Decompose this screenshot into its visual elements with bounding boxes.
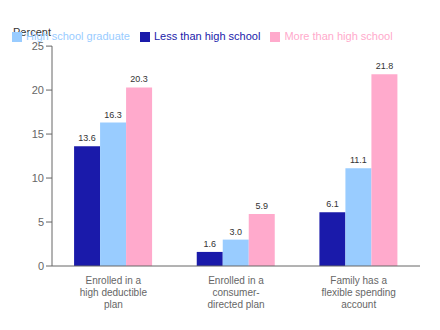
svg-text:Enrolled in ahigh deductiblepl: Enrolled in ahigh deductibleplan (80, 275, 148, 310)
svg-text:11.1: 11.1 (350, 155, 367, 165)
svg-text:Family has aflexible spendinga: Family has aflexible spendingaccount (321, 275, 396, 310)
svg-text:5.9: 5.9 (255, 201, 268, 211)
svg-text:5: 5 (38, 216, 44, 228)
svg-text:20.3: 20.3 (130, 74, 148, 84)
svg-text:3.0: 3.0 (229, 227, 242, 237)
svg-text:0: 0 (38, 260, 44, 272)
svg-text:16.3: 16.3 (104, 110, 122, 120)
svg-text:21.8: 21.8 (376, 61, 394, 71)
svg-text:10: 10 (32, 172, 44, 184)
svg-text:1.6: 1.6 (203, 239, 216, 249)
svg-text:13.6: 13.6 (78, 133, 96, 143)
svg-text:Percent: Percent (13, 26, 51, 38)
svg-text:Enrolled in aconsumer-directed: Enrolled in aconsumer-directed plan (207, 275, 264, 310)
svg-text:20: 20 (32, 84, 44, 96)
svg-text:25: 25 (32, 40, 44, 52)
svg-text:15: 15 (32, 128, 44, 140)
svg-text:6.1: 6.1 (326, 199, 339, 209)
